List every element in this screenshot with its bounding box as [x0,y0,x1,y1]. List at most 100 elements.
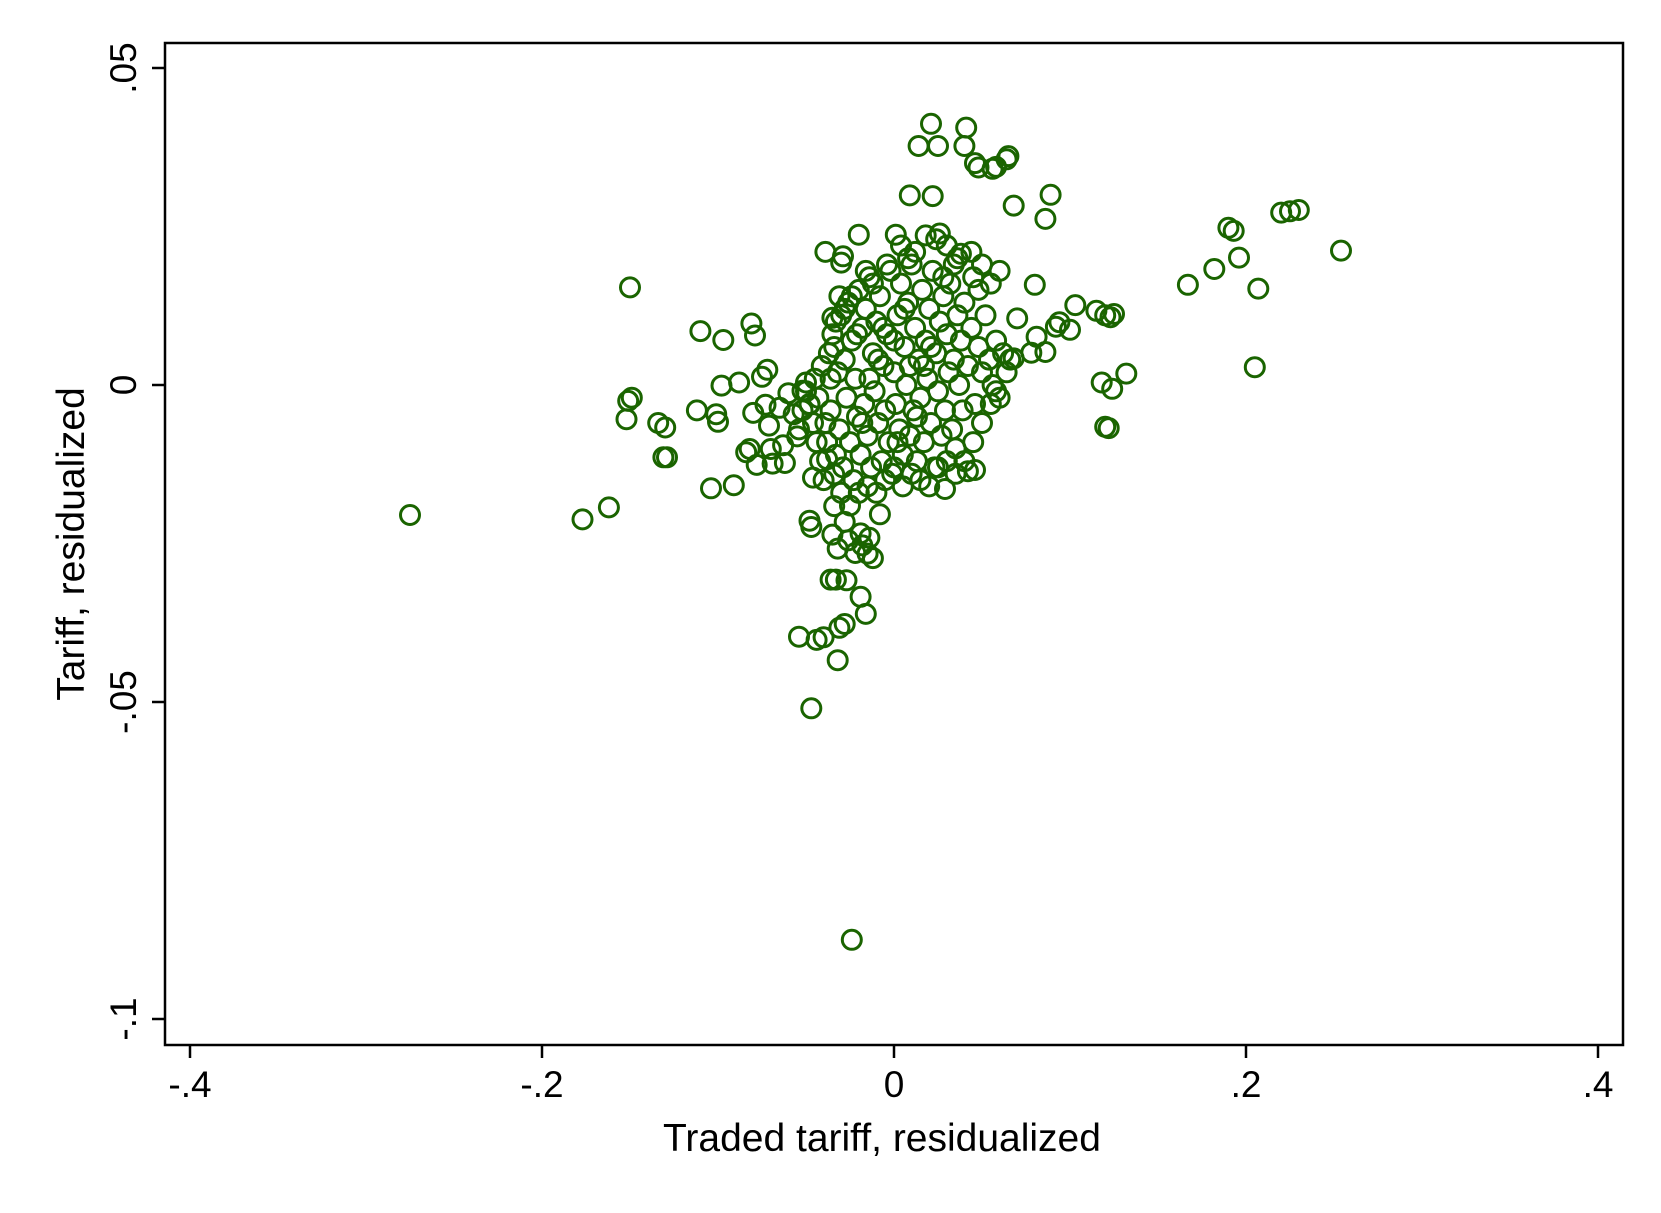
data-point [788,418,810,441]
data-point [812,626,835,649]
data-point [898,184,921,207]
y-tick-label: .05 [103,42,144,93]
data-point [920,112,942,135]
data-point [877,431,900,454]
data-point [826,649,849,672]
data-point [930,424,953,447]
data-point [974,304,997,327]
data-point [1006,307,1029,330]
y-axis-title: Tariff, residualized [50,387,93,701]
data-point [1064,294,1087,317]
data-point [854,259,877,282]
data-point [828,285,851,308]
y-tick-label: -.05 [103,670,144,734]
data-point [824,568,847,591]
data-point [967,278,990,301]
data-point [927,135,949,157]
data-point [916,367,939,390]
data-point [846,405,868,428]
x-tick-label: .4 [1583,1064,1614,1105]
data-point [884,223,907,246]
data-point [847,223,870,246]
data-point [823,495,846,518]
data-point [833,613,856,635]
data-point [1101,377,1124,400]
data-point [953,450,976,473]
data-point [1103,303,1125,325]
data-point [756,358,779,381]
data-point [948,374,971,396]
data-point [800,697,823,720]
data-point [619,276,641,299]
data-point [897,247,920,270]
data-point [861,547,884,570]
data-point [1002,194,1025,217]
data-point [842,469,865,492]
x-tick-label: -.2 [520,1064,563,1105]
data-point [851,412,874,434]
data-point [847,278,870,301]
data-point [921,259,944,282]
data-point [978,348,1000,371]
data-point [893,297,916,320]
data-point [932,266,955,289]
data-point [705,403,728,426]
data-point [874,399,897,422]
data-point [745,453,768,476]
data-point [1247,277,1270,300]
data-point [798,393,821,415]
data-point [700,477,722,500]
data-point [854,297,877,320]
data-point [904,316,927,339]
data-point [824,310,847,333]
data-point [960,240,983,263]
data-point [890,272,912,295]
data-point [1034,341,1057,363]
y-tick-label: -.1 [103,997,144,1040]
data-point [872,355,895,377]
data-point [712,329,735,351]
data-point [844,367,867,390]
data-point [955,116,978,139]
data-point [914,224,937,247]
data-point [819,399,842,422]
data-point [951,399,974,422]
data-point [597,496,620,519]
x-tick-label: 0 [884,1064,905,1105]
data-point [858,367,881,390]
data-point [722,474,745,497]
data-point [999,348,1022,371]
data-point [1034,207,1057,230]
data-point [823,336,846,358]
data-point [832,245,854,268]
data-point [800,516,823,538]
data-point [920,336,942,358]
data-point [740,312,763,335]
data-point [905,405,928,428]
data-point [872,316,895,339]
data-point [921,185,944,208]
y-axis: .05 0 -.05 -.1 [103,42,165,1041]
data-point [854,602,877,625]
data-point [863,380,886,403]
data-point [867,412,890,434]
x-axis-title: Traded tariff, residualized [663,1117,1101,1160]
data-point [886,431,909,454]
data-point [828,616,851,639]
data-point [868,503,891,526]
data-point [856,424,879,447]
data-point [904,240,927,263]
data-point [761,452,784,475]
data-point [840,928,863,951]
data-point [759,438,782,460]
data-point [571,508,594,531]
data-point [960,316,983,339]
data-point [867,348,890,371]
data-point [942,348,965,371]
data-point [912,355,935,377]
data-point [865,310,888,333]
data-point [1099,306,1122,329]
data-point [918,297,941,320]
